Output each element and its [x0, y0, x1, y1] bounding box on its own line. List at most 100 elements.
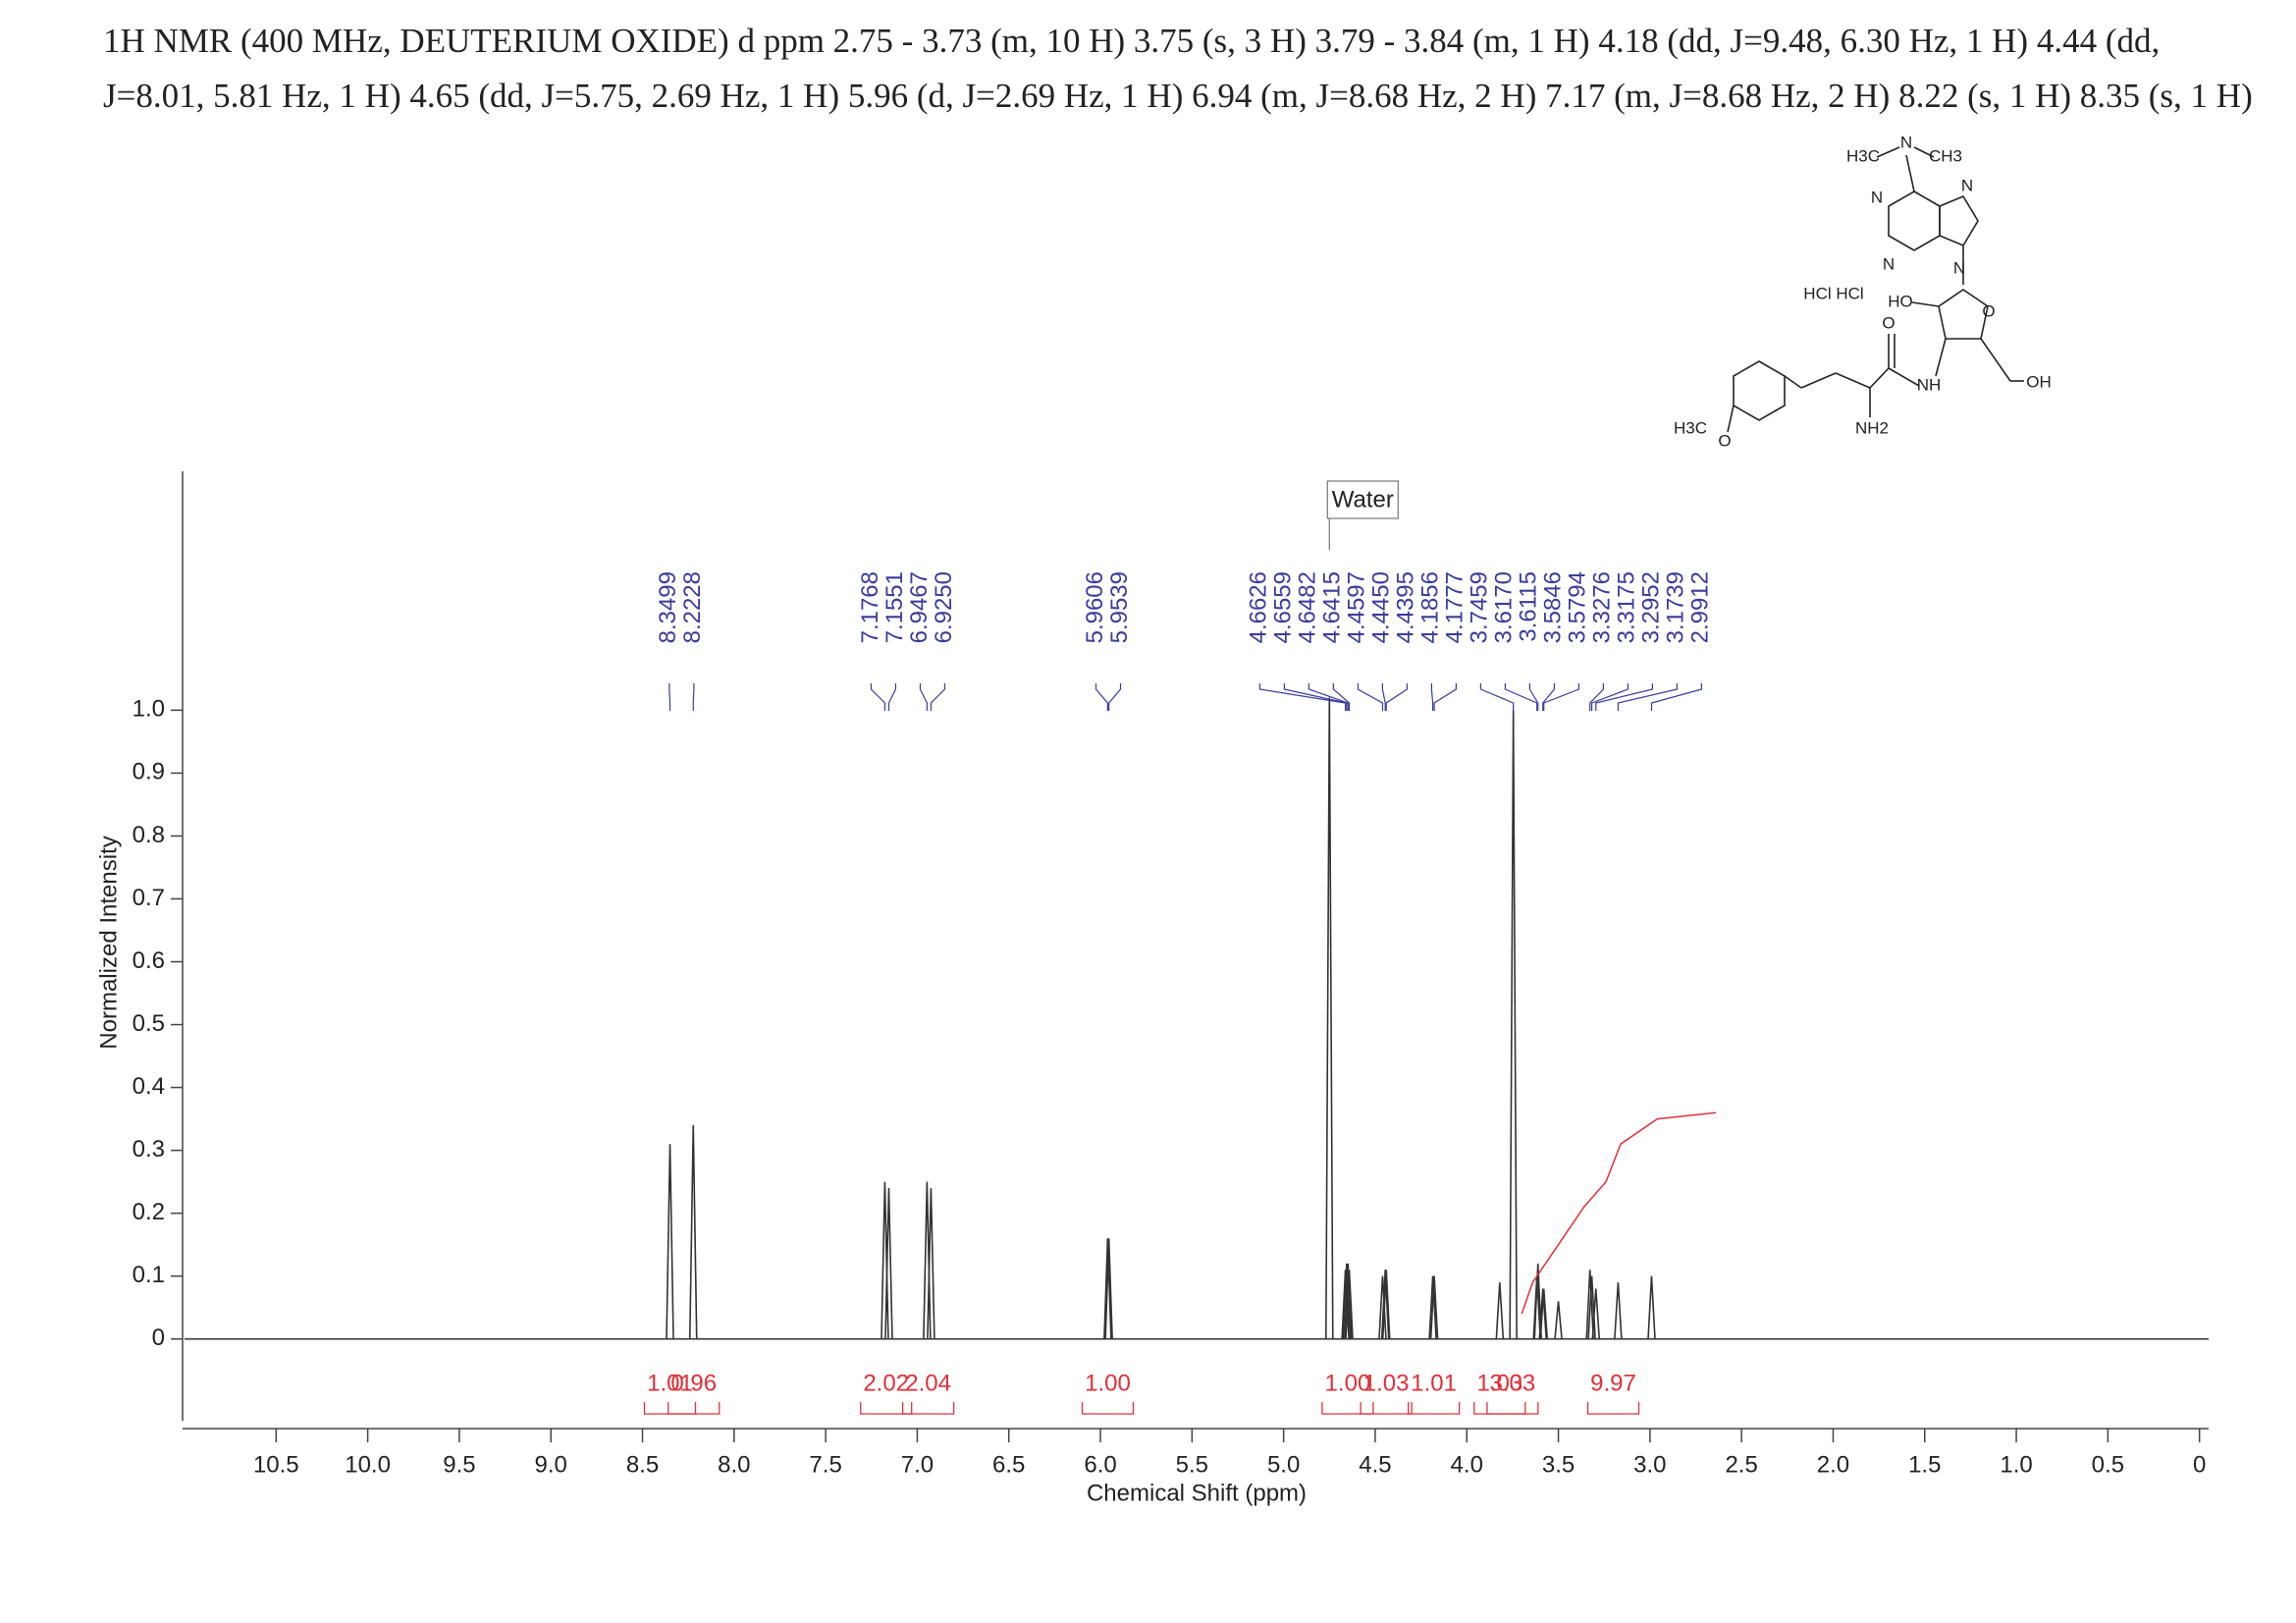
- x-tick-label: 3.5: [1542, 1451, 1575, 1478]
- y-tick-label: 0.2: [133, 1199, 165, 1225]
- peak-leader: [887, 683, 897, 711]
- annotation-label: Water: [1332, 486, 1394, 513]
- integral-label: 1.01: [647, 1370, 693, 1396]
- x-tick-label: 8.0: [718, 1451, 750, 1478]
- y-tick-label: 0.5: [133, 1010, 165, 1037]
- x-tick-label: 3.0: [1633, 1451, 1666, 1478]
- peak-label: 4.6559: [1270, 571, 1297, 643]
- integral-label: 1.00: [1085, 1370, 1131, 1396]
- peak: [1647, 1275, 1656, 1339]
- peak-label: 3.6115: [1516, 571, 1542, 642]
- peak: [666, 1144, 674, 1339]
- peak-label: 4.1856: [1417, 571, 1444, 643]
- y-tick-label: 0.7: [133, 885, 165, 911]
- integral-bracket: [667, 1402, 721, 1415]
- peak: [1554, 1301, 1563, 1339]
- structure-label: H3C: [1674, 418, 1707, 437]
- y-tick-label: 0.3: [133, 1136, 165, 1163]
- peak-label: 4.4597: [1344, 571, 1370, 643]
- integral-label: 1.03: [1363, 1370, 1410, 1396]
- peak-label: 3.5846: [1540, 571, 1567, 643]
- peak: [1509, 710, 1518, 1339]
- structure-label: O: [1982, 301, 1995, 320]
- peak: [1429, 1275, 1439, 1339]
- x-tick-label: 6.5: [992, 1451, 1025, 1478]
- peak-leader: [1430, 683, 1434, 711]
- peak-label: 7.1768: [857, 571, 883, 643]
- x-tick-label: 4.0: [1451, 1451, 1483, 1478]
- integral-bracket: [1321, 1402, 1374, 1415]
- peak-leader: [1479, 683, 1515, 711]
- structure-label: O: [1718, 431, 1731, 450]
- peak-leader: [1095, 683, 1108, 711]
- peak-label: 6.9250: [931, 571, 957, 643]
- x-tick-label: 1.5: [1908, 1451, 1941, 1478]
- x-tick-label: 0: [2193, 1451, 2206, 1478]
- peak-leader: [1591, 683, 1629, 711]
- peak-leader: [1308, 683, 1349, 711]
- peak-label: 3.5794: [1565, 571, 1591, 643]
- structure-label: OH: [2026, 372, 2052, 391]
- structure-label: N: [1961, 176, 1973, 194]
- x-tick-label: 7.5: [809, 1451, 841, 1478]
- peak: [1342, 1263, 1352, 1339]
- peak: [884, 1188, 893, 1339]
- peak: [1495, 1282, 1505, 1339]
- peak-label: 2.9912: [1687, 571, 1714, 643]
- structure-label: N: [1953, 258, 1965, 277]
- peak-label: 4.4395: [1393, 571, 1419, 643]
- peak-label: 8.2228: [679, 571, 706, 643]
- peak-label: 3.6170: [1491, 571, 1518, 643]
- integral-label: 3.03: [1490, 1370, 1536, 1396]
- x-tick-label: 9.5: [443, 1451, 475, 1478]
- x-tick-label: 4.5: [1359, 1451, 1391, 1478]
- structure-label: HCl HCl: [1803, 284, 1863, 302]
- integral-label: 2.04: [905, 1370, 951, 1396]
- peak-label: 3.2952: [1638, 571, 1665, 643]
- peak-leader: [1332, 683, 1351, 711]
- peak-leader: [1357, 683, 1384, 711]
- structure-label: N: [1900, 133, 1912, 151]
- integral-bracket: [643, 1402, 697, 1415]
- x-tick-label: 7.0: [901, 1451, 934, 1478]
- peak-label: 8.3499: [655, 571, 681, 643]
- integral-label: 1.00: [1325, 1370, 1371, 1396]
- peak: [1614, 1282, 1623, 1339]
- peak-leader: [668, 683, 671, 711]
- integral-bracket: [860, 1402, 913, 1415]
- y-tick-label: 0.8: [133, 822, 165, 848]
- peak-leader: [1385, 683, 1408, 711]
- peak-label: 3.3175: [1614, 571, 1640, 643]
- structure-label: NH2: [1855, 418, 1889, 437]
- peak: [1381, 1270, 1391, 1339]
- integral-bracket: [1360, 1402, 1413, 1415]
- integral-label: 0.96: [670, 1370, 717, 1396]
- peak-leader: [1542, 683, 1555, 711]
- structure-label: N: [1871, 188, 1883, 206]
- peak-leader: [1108, 683, 1122, 711]
- peak-label: 3.3276: [1589, 571, 1616, 643]
- integral-bracket: [1408, 1402, 1461, 1415]
- peak-leader: [1617, 683, 1678, 711]
- peak-leader: [919, 683, 928, 711]
- x-tick-label: 10.5: [253, 1451, 299, 1478]
- structure-label: CH3: [1929, 146, 1962, 165]
- structure-label: NH: [1917, 375, 1942, 394]
- peak: [927, 1188, 935, 1339]
- peak-leader: [1433, 683, 1457, 711]
- x-tick-label: 0.5: [2092, 1451, 2124, 1478]
- x-axis-label: Chemical Shift (ppm): [1087, 1480, 1307, 1506]
- x-tick-label: 1.0: [2000, 1451, 2032, 1478]
- structure-label: N: [1883, 254, 1895, 273]
- peak-label: 4.4450: [1368, 571, 1395, 643]
- peak-leader: [1258, 683, 1347, 711]
- peak: [688, 1124, 698, 1339]
- integral-bracket: [1081, 1402, 1135, 1415]
- integral-bracket: [1586, 1402, 1640, 1415]
- y-axis-label: Normalized Intensity: [95, 836, 122, 1049]
- peak-leader: [1283, 683, 1348, 711]
- x-tick-label: 10.0: [345, 1451, 391, 1478]
- peak: [1585, 1270, 1595, 1339]
